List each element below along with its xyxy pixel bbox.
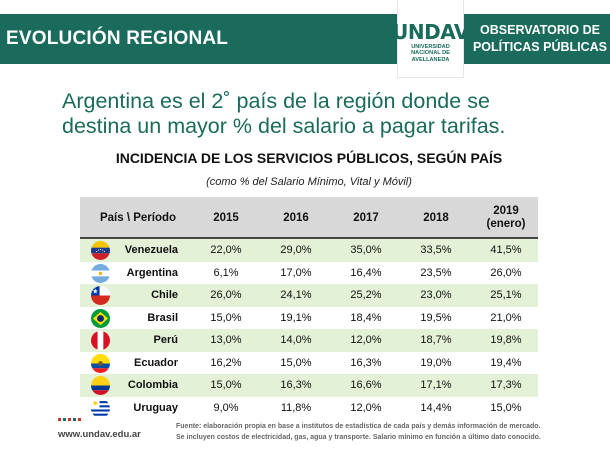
country-name: Colombia (127, 379, 178, 391)
value-cell: 23,5% (420, 266, 452, 279)
headline-line: destina un mayor % del salario a pagar t… (62, 114, 506, 138)
table-row: Argentina 6,1% 17,0% 16,4% 23,5% 26,0% (80, 262, 538, 285)
country-name: Chile (151, 289, 178, 301)
value-cell: 15,0% (490, 401, 522, 414)
value-cell: 19,8% (490, 334, 522, 346)
column-header-2018: 2018 (423, 211, 449, 224)
column-header-country: País \ Período (99, 211, 177, 224)
country-name: Perú (153, 334, 178, 346)
section-title: EVOLUCIÓN REGIONAL (6, 28, 229, 49)
column-header-2015: 2015 (213, 211, 239, 224)
country-name: Argentina (126, 266, 178, 279)
table-row: Venezuela 22,0% 29,0% 35,0% 33,5% 41,5% (80, 239, 538, 262)
argentina-flag-icon (91, 263, 110, 283)
value-cell: 17,3% (490, 379, 522, 391)
country-name: Uruguay (133, 401, 178, 414)
value-cell: 18,4% (350, 311, 382, 324)
value-cell: 14,0% (280, 334, 312, 346)
source-note-line: Se incluyen costos de electricidad, gas,… (176, 434, 541, 441)
value-cell: 41,5% (490, 244, 522, 256)
value-cell: 19,4% (490, 356, 522, 369)
table-row: Ecuador 16,2% 15,0% 16,3% 19,0% 19,4% (80, 352, 538, 375)
value-cell: 11,8% (280, 401, 312, 414)
incidence-table: INCIDENCIA DE LOS SERVICIOS PÚBLICOS, SE… (80, 143, 538, 419)
value-cell: 19,1% (280, 311, 312, 324)
value-cell: 19,5% (420, 311, 452, 324)
value-cell: 16,3% (350, 356, 382, 369)
source-note: Fuente: elaboración propia en base a ins… (176, 421, 606, 443)
country-name: Ecuador (133, 356, 178, 369)
value-cell: 16,2% (210, 356, 242, 369)
uruguay-flag-icon (91, 398, 110, 418)
value-cell: 21,0% (490, 311, 522, 324)
headline: Argentina es el 2˚ país de la región don… (62, 89, 602, 139)
value-cell: 25,2% (350, 289, 382, 301)
column-header-2016: 2016 (283, 211, 309, 224)
column-header-2019-month: (enero) (486, 218, 526, 230)
value-cell: 15,0% (210, 379, 242, 391)
chile-flag-icon (91, 286, 110, 305)
column-header-2019: 2019 (enero) (474, 197, 538, 239)
observatory-title: OBSERVATORIO DE POLÍTICAS PÚBLICAS (470, 17, 610, 61)
brand-dots-icon (58, 418, 82, 426)
table-subtitle: (como % del Salario Mínimo, Vital y Móvi… (206, 176, 412, 188)
value-cell: 16,6% (350, 379, 382, 391)
observatory-title-line: POLÍTICAS PÚBLICAS (472, 40, 608, 54)
peru-flag-icon (91, 331, 110, 350)
logo-line: AVELLANEDA (411, 56, 450, 63)
observatory-title-line: OBSERVATORIO DE (480, 23, 600, 37)
value-cell: 33,5% (420, 244, 452, 256)
table-row: Colombia 15,0% 16,3% 16,6% 17,1% 17,3% (80, 374, 538, 397)
table-header: País \ Período 2015 2016 2017 2018 2019 … (80, 197, 538, 239)
value-cell: 15,0% (210, 311, 242, 324)
country-name: Venezuela (124, 244, 178, 256)
value-cell: 23,0% (420, 289, 452, 301)
headline-line: Argentina es el 2˚ país de la región don… (62, 89, 490, 113)
value-cell: 35,0% (350, 244, 382, 256)
value-cell: 15,0% (280, 356, 312, 369)
colombia-flag-icon (91, 376, 110, 395)
brazil-flag-icon (91, 308, 110, 328)
value-cell: 13,0% (210, 334, 242, 346)
value-cell: 29,0% (280, 244, 312, 256)
table-row: Brasil 15,0% 19,1% 18,4% 19,5% 21,0% (80, 307, 538, 330)
value-cell: 26,0% (490, 266, 522, 279)
value-cell: 22,0% (210, 244, 242, 256)
value-cell: 17,1% (420, 379, 452, 391)
source-note-line: Fuente: elaboración propia en base a ins… (176, 423, 541, 430)
value-cell: 12,0% (350, 401, 382, 414)
column-header-2017: 2017 (353, 211, 379, 224)
column-header-2019-year: 2019 (493, 205, 519, 217)
logo-text: UNIVERSIDAD NACIONAL DE AVELLANEDA (411, 44, 450, 63)
value-cell: 16,4% (350, 266, 382, 279)
country-name: Brasil (147, 311, 178, 324)
value-cell: 18,7% (420, 334, 452, 346)
value-cell: 17,0% (280, 266, 312, 279)
table-row: Uruguay 9,0% 11,8% 12,0% 14,4% 15,0% (80, 397, 538, 420)
undav-logo: UNDAV UNIVERSIDAD NACIONAL DE AVELLANEDA (392, 0, 469, 78)
header-bar (0, 14, 610, 64)
value-cell: 14,4% (420, 401, 452, 414)
value-cell: 26,0% (210, 289, 242, 301)
value-cell: 19,0% (420, 356, 452, 369)
value-cell: 25,1% (490, 289, 522, 301)
ecuador-flag-icon (91, 353, 110, 373)
venezuela-flag-icon (91, 241, 110, 260)
footer-url[interactable]: www.undav.edu.ar (58, 429, 141, 440)
logo-line: UNIVERSIDAD (411, 44, 450, 50)
value-cell: 6,1% (213, 266, 239, 279)
value-cell: 12,0% (350, 334, 382, 346)
table-body: Venezuela 22,0% 29,0% 35,0% 33,5% 41,5% Argent… (80, 239, 538, 419)
table-title: INCIDENCIA DE LOS SERVICIOS PÚBLICOS, SE… (115, 150, 503, 166)
value-cell: 9,0% (213, 401, 239, 414)
table-row: Perú 13,0% 14,0% 12,0% 18,7% 19,8% (80, 329, 538, 352)
table-row: Chile 26,0% 24,1% 25,2% 23,0% 25,1% (80, 284, 538, 307)
value-cell: 24,1% (280, 289, 312, 301)
logo-line: NACIONAL DE (411, 50, 450, 57)
logo-mark: UNDAV (392, 20, 469, 44)
value-cell: 16,3% (280, 379, 312, 391)
